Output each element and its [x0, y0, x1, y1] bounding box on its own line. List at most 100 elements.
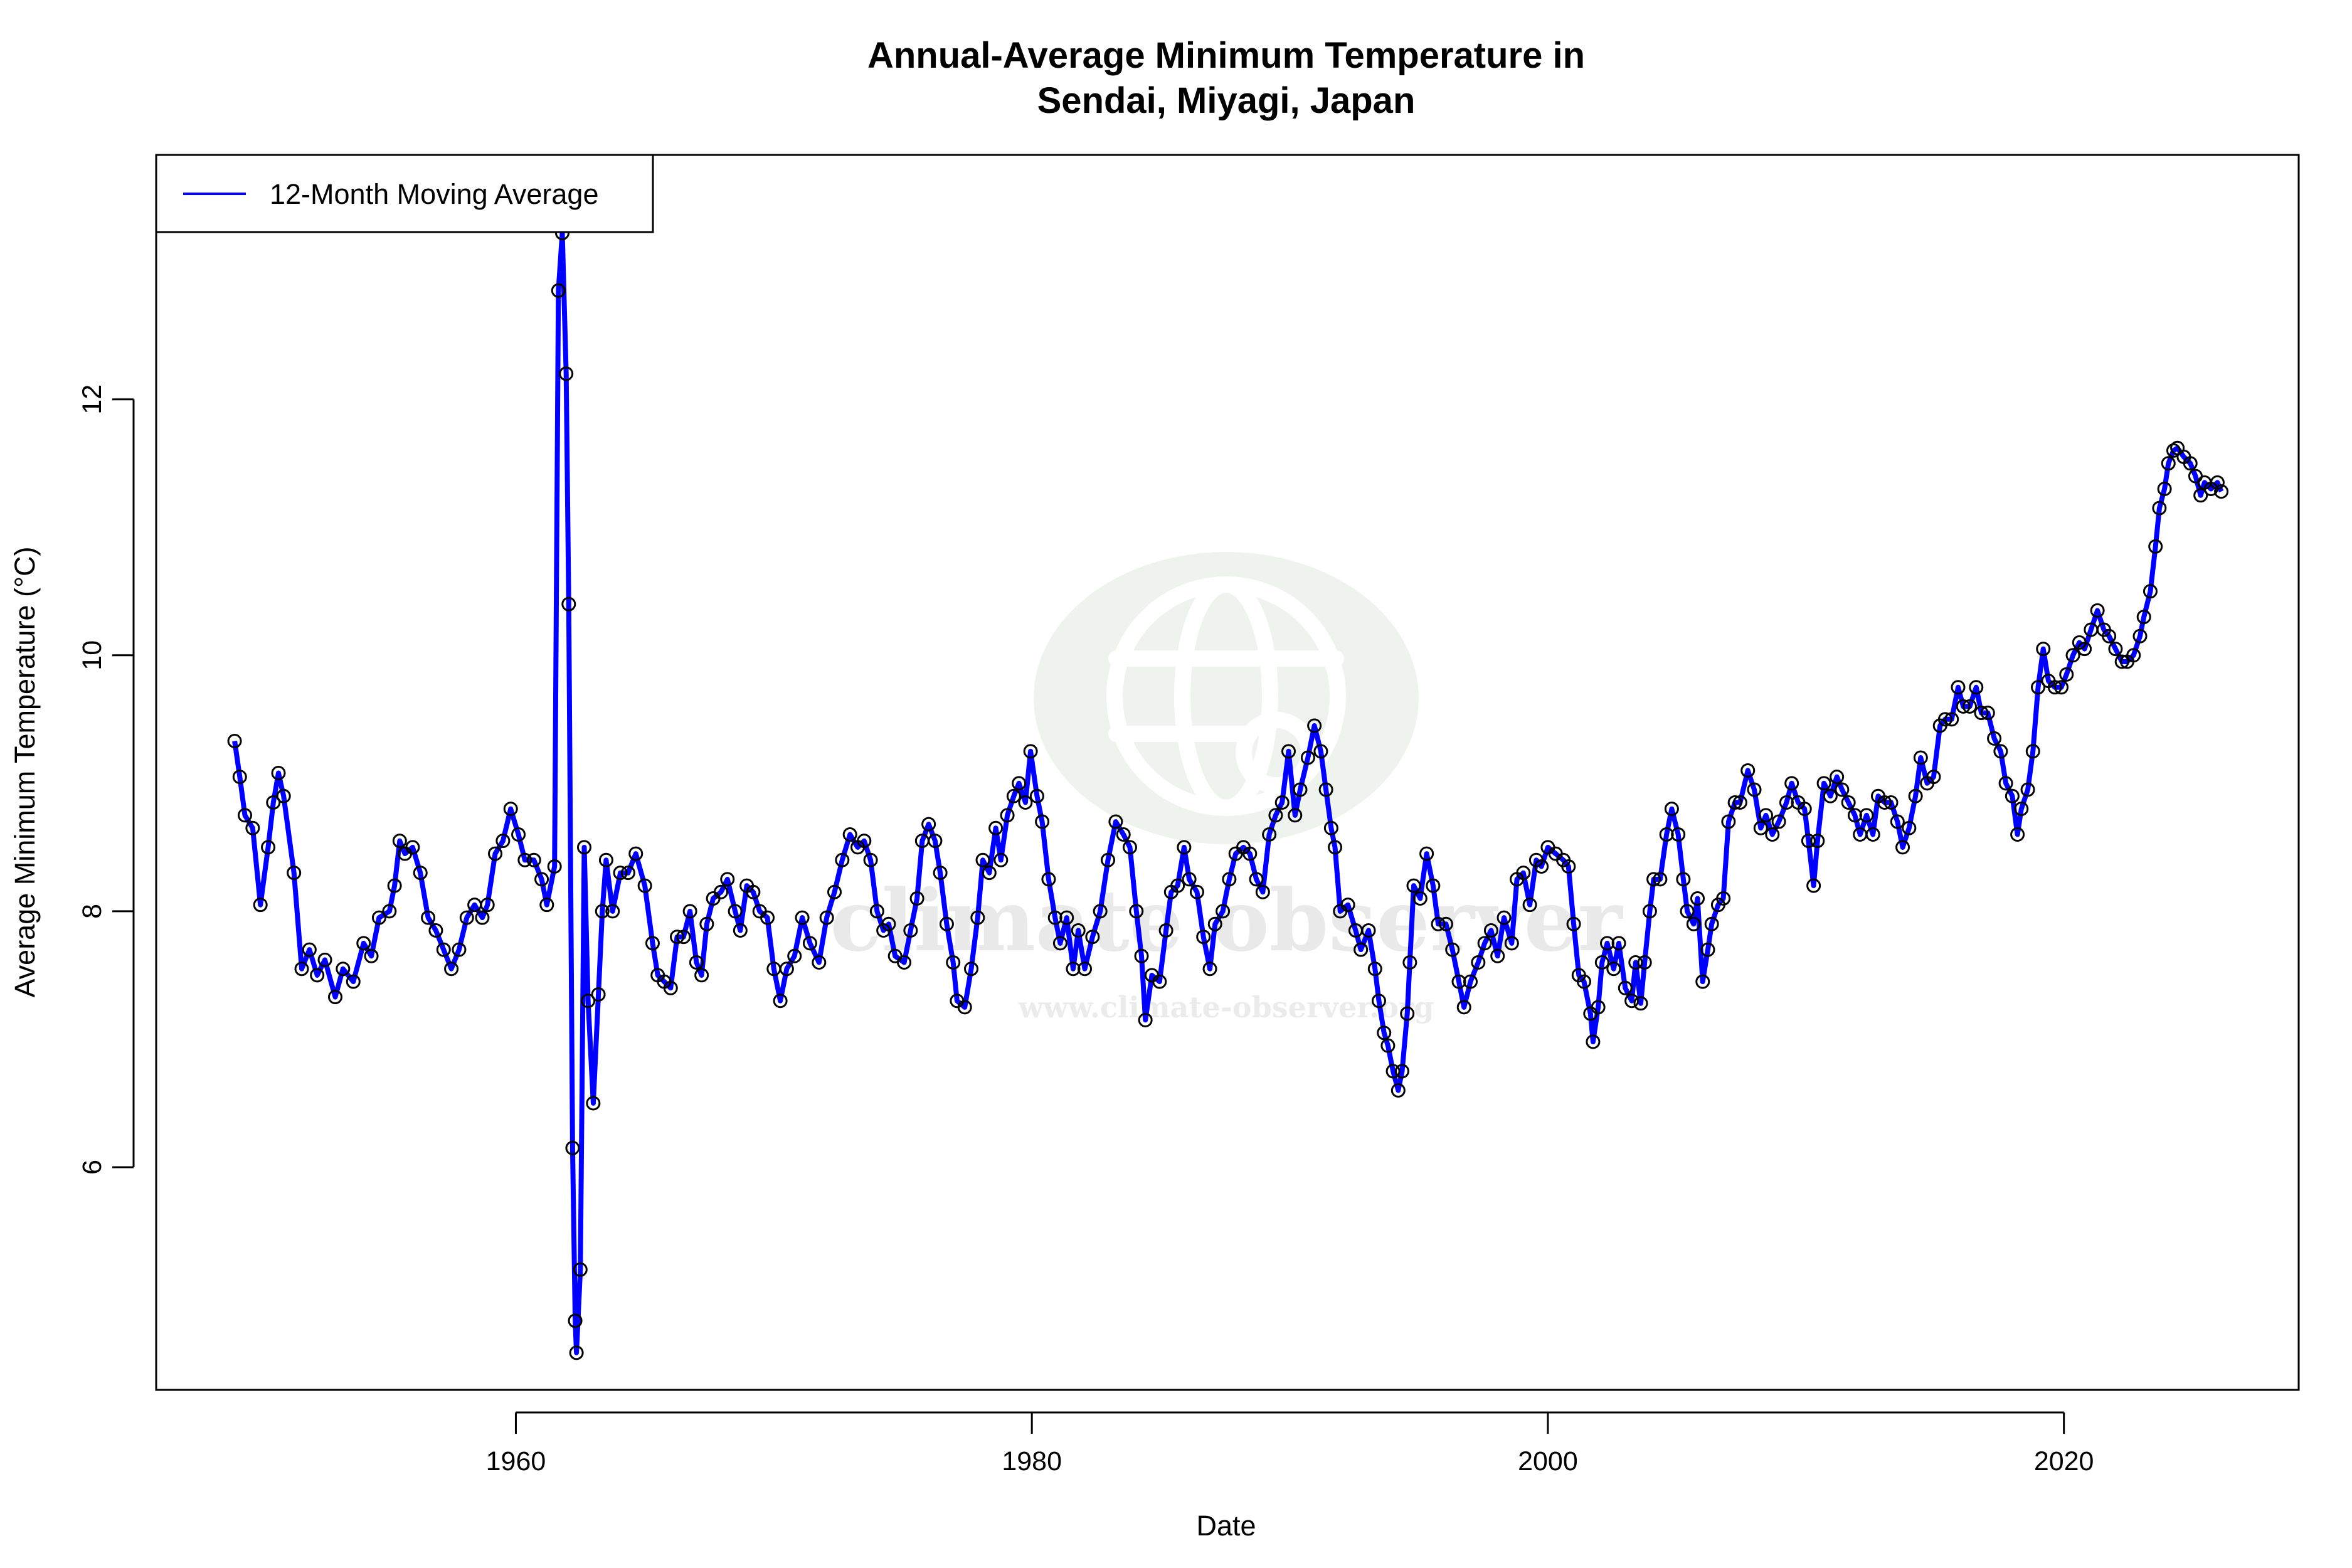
data-point [586, 1096, 601, 1111]
data-point [253, 898, 268, 913]
data-point [392, 834, 407, 849]
data-point [1216, 904, 1231, 919]
data-point [1242, 846, 1258, 861]
data-point [1637, 955, 1652, 970]
watermark-url: www.climate-observer.org [1018, 990, 1434, 1024]
data-point [421, 910, 436, 925]
data-point [1255, 884, 1270, 899]
data-point [1380, 1038, 1396, 1053]
data-point [2054, 680, 2069, 695]
data-point [909, 891, 924, 906]
data-point [227, 734, 242, 749]
data-point [1721, 814, 1736, 829]
data-point [1222, 872, 1237, 887]
data-point [1134, 948, 1149, 963]
y-tick-label: 12 [77, 384, 107, 415]
data-point [1801, 834, 1816, 849]
data-point [733, 923, 748, 938]
data-point [1268, 808, 1283, 823]
data-point [1116, 827, 1131, 842]
data-point [1093, 904, 1108, 919]
data-point [1340, 898, 1355, 913]
data-point [568, 1313, 583, 1328]
data-point [787, 948, 802, 963]
y-axis-label: Average Minimum Temperature (°C) [9, 546, 41, 997]
data-point [827, 884, 842, 899]
data-point [591, 987, 606, 1002]
data-point [1391, 1083, 1406, 1098]
data-point [1642, 904, 1657, 919]
data-point [1987, 731, 2002, 746]
data-point [1606, 961, 1621, 977]
chart-title-line2: Sendai, Miyagi, Japan [1037, 80, 1416, 121]
data-point [903, 923, 918, 938]
data-point [921, 817, 936, 832]
data-point [1041, 872, 1056, 887]
data-point [1262, 827, 1277, 842]
data-point [2132, 628, 2148, 644]
data-point [2102, 628, 2117, 644]
data-point [551, 283, 566, 298]
data-point [1877, 795, 1892, 810]
y-tick-label: 8 [77, 904, 107, 919]
data-point [2047, 680, 2062, 695]
data-point [2148, 539, 2163, 554]
data-point [1771, 814, 1786, 829]
data-point [503, 802, 518, 817]
data-point [1471, 955, 1486, 970]
data-point [2193, 488, 2208, 503]
data-point [1385, 1064, 1401, 1079]
data-point [559, 366, 574, 381]
data-point [1700, 942, 1715, 957]
data-point [1690, 891, 1705, 906]
data-point [689, 955, 704, 970]
data-point [245, 820, 260, 835]
data-point [1400, 1006, 1415, 1021]
data-point [1784, 776, 1799, 791]
data-point [928, 834, 943, 849]
data-point [488, 846, 503, 861]
x-tick-label: 1960 [486, 1446, 546, 1476]
data-point [534, 872, 549, 887]
legend-entry: 12-Month Moving Average [270, 178, 599, 210]
data-point [982, 866, 997, 881]
data-point [1463, 974, 1478, 989]
data-point [1000, 808, 1015, 823]
data-point [957, 1000, 972, 1015]
plot-frame [155, 154, 2300, 1391]
data-point [569, 1345, 584, 1360]
data-point [511, 827, 526, 842]
data-point [1023, 744, 1038, 759]
data-point [1823, 788, 1838, 803]
data-point [645, 936, 660, 951]
data-point [1177, 840, 1192, 855]
x-axis-label: Date [1196, 1510, 1256, 1542]
axes: 1960 1980 2000 2020 6 8 10 12 [77, 384, 2094, 1476]
data-point [581, 993, 596, 1009]
data-point [1182, 872, 1197, 887]
data-point [327, 990, 342, 1005]
data-point [1944, 712, 1959, 727]
x-tick-label: 1980 [1002, 1446, 1062, 1476]
data-point [2210, 475, 2225, 490]
data-point [1138, 1012, 1153, 1027]
data-point [1646, 872, 1661, 887]
data-point [1810, 834, 1825, 849]
data-point [1740, 763, 1756, 778]
data-point [720, 872, 735, 887]
data-point [444, 961, 459, 977]
data-point [869, 904, 884, 919]
data-point [1288, 808, 1303, 823]
data-point [1006, 788, 1021, 803]
data-point [1577, 974, 1592, 989]
y-tick-label: 10 [77, 640, 107, 670]
data-point [1328, 840, 1343, 855]
data-point [1611, 936, 1626, 951]
data-point [881, 916, 896, 931]
data-point [1018, 795, 1033, 810]
data-point [2136, 610, 2151, 625]
data-point [637, 878, 652, 893]
data-point [232, 770, 247, 785]
data-point [2020, 782, 2035, 797]
data-point [975, 852, 990, 867]
